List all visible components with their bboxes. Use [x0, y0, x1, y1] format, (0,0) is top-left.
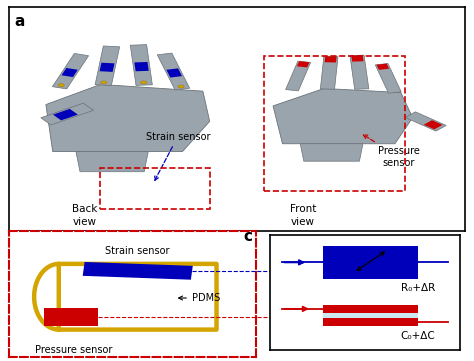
Polygon shape: [95, 46, 119, 86]
Polygon shape: [130, 45, 152, 86]
FancyBboxPatch shape: [323, 305, 418, 313]
Polygon shape: [297, 61, 310, 68]
Polygon shape: [376, 64, 389, 70]
Polygon shape: [166, 68, 182, 78]
Polygon shape: [286, 61, 310, 91]
Polygon shape: [424, 120, 443, 129]
Text: Strain sensor: Strain sensor: [105, 246, 170, 256]
Circle shape: [141, 81, 147, 84]
Text: R₀+ΔR: R₀+ΔR: [401, 283, 435, 293]
Text: Pressure
sensor: Pressure sensor: [364, 135, 419, 168]
Polygon shape: [350, 55, 369, 89]
Polygon shape: [134, 62, 149, 71]
Polygon shape: [76, 152, 148, 172]
Text: Front
view: Front view: [290, 204, 316, 227]
FancyBboxPatch shape: [82, 262, 193, 280]
Text: Back
view: Back view: [72, 204, 97, 227]
Polygon shape: [157, 53, 190, 90]
Polygon shape: [41, 103, 93, 125]
Polygon shape: [100, 63, 114, 72]
Polygon shape: [375, 64, 401, 93]
Polygon shape: [273, 88, 413, 144]
Text: c: c: [244, 229, 253, 244]
Polygon shape: [46, 84, 210, 152]
Polygon shape: [300, 144, 363, 161]
Text: a: a: [14, 14, 24, 29]
Polygon shape: [405, 112, 446, 131]
Text: C₀+ΔC: C₀+ΔC: [401, 331, 436, 341]
Text: PDMS: PDMS: [179, 293, 220, 303]
Circle shape: [101, 81, 107, 84]
Polygon shape: [62, 68, 78, 77]
FancyBboxPatch shape: [44, 308, 98, 326]
Text: Pressure sensor: Pressure sensor: [35, 345, 112, 355]
FancyBboxPatch shape: [323, 318, 418, 326]
FancyBboxPatch shape: [323, 246, 418, 279]
Polygon shape: [53, 109, 78, 120]
Polygon shape: [351, 55, 364, 62]
Polygon shape: [325, 56, 337, 62]
Circle shape: [178, 85, 184, 88]
FancyBboxPatch shape: [323, 313, 418, 318]
Circle shape: [58, 84, 64, 87]
Polygon shape: [53, 53, 89, 89]
Text: Strain sensor: Strain sensor: [146, 131, 210, 180]
Polygon shape: [320, 56, 338, 89]
